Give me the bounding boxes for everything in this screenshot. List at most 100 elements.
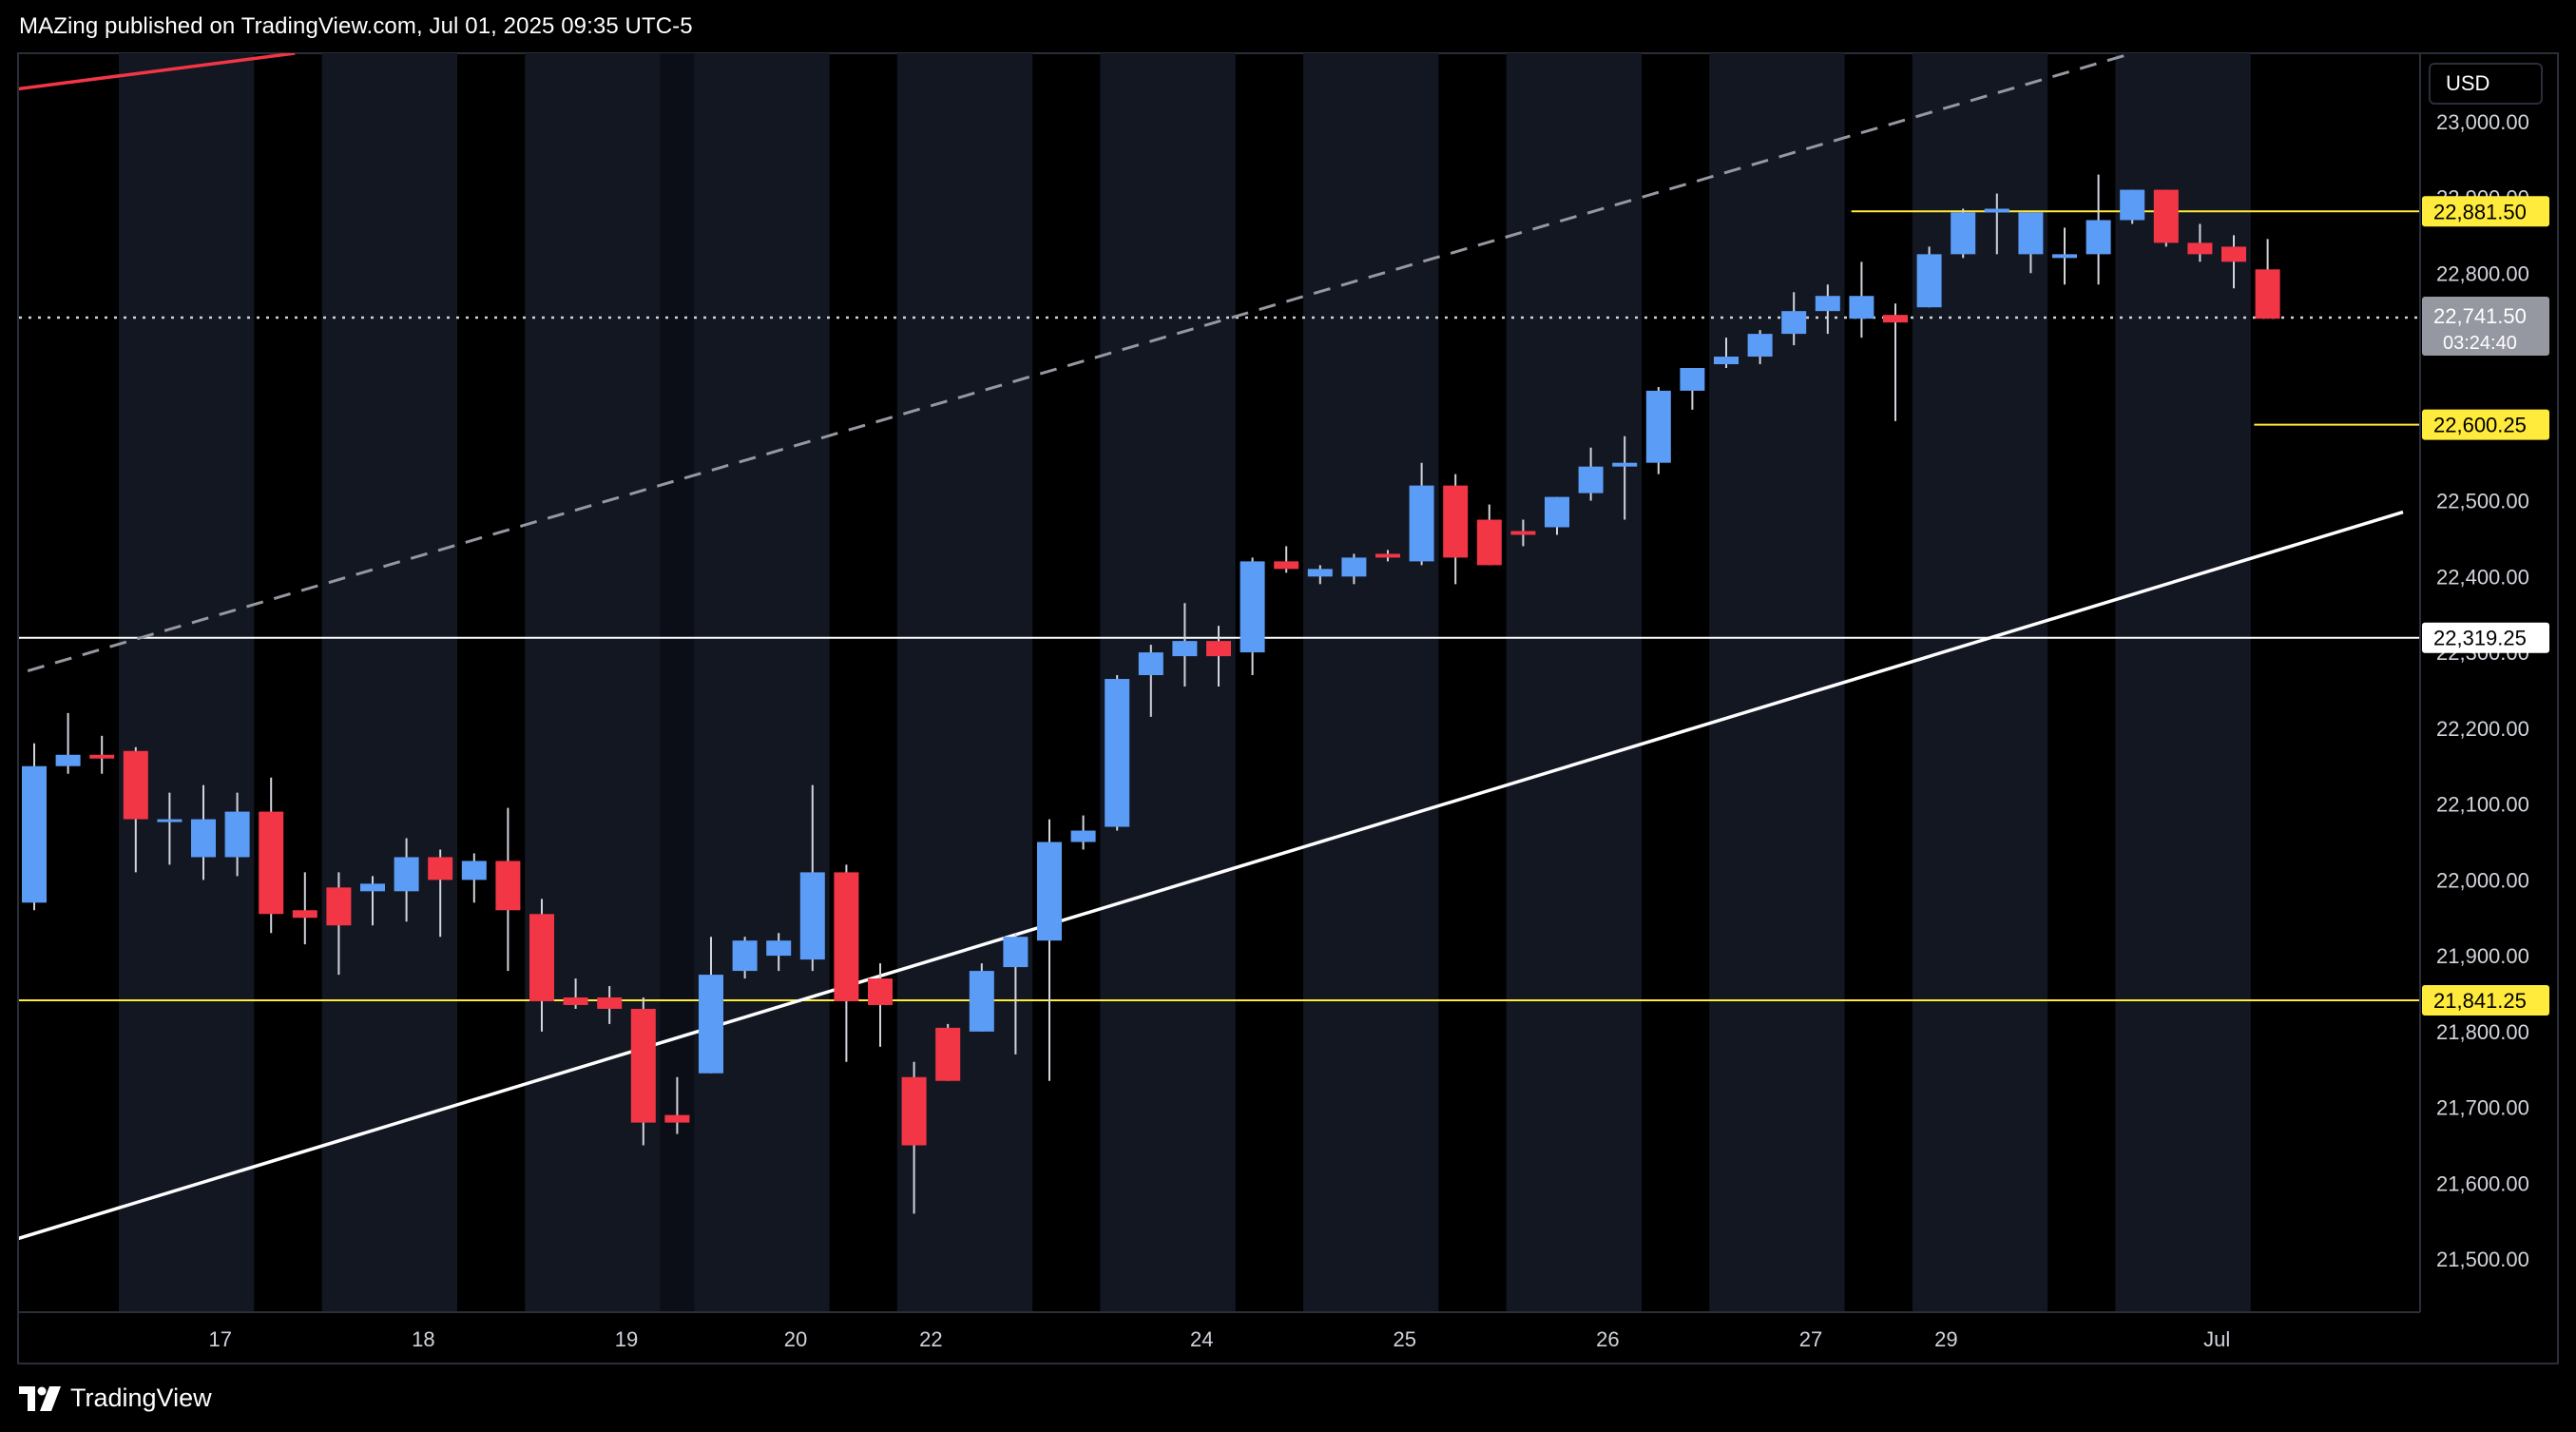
candle xyxy=(1240,557,1265,676)
currency-label: USD xyxy=(2446,71,2490,95)
publish-info-text: MAZing published on TradingView.com, Jul… xyxy=(19,13,693,39)
candle-body xyxy=(1003,937,1028,968)
candle-body xyxy=(1545,496,1569,528)
countdown-text: 03:24:40 xyxy=(2443,333,2517,354)
currency-button[interactable]: USD xyxy=(2429,63,2543,105)
time-tick-label: 24 xyxy=(1190,1327,1213,1351)
candle xyxy=(1274,546,1299,573)
candle-body xyxy=(1849,296,1874,319)
candle-body xyxy=(55,754,81,766)
price-label-box xyxy=(2422,984,2549,1016)
candle xyxy=(2153,189,2179,247)
candle xyxy=(157,792,183,865)
candle-body xyxy=(461,861,487,880)
candle xyxy=(1138,645,1163,717)
tradingview-logo[interactable]: TradingView xyxy=(19,1384,212,1413)
candle xyxy=(2086,174,2111,285)
candlestick-chart[interactable]: 23,000.0022,900.0022,800.0022,500.0022,4… xyxy=(0,0,2576,1364)
candle-body xyxy=(935,1027,961,1081)
candle-body xyxy=(1510,531,1536,535)
price-label-text: 22,319.25 xyxy=(2433,627,2527,650)
price-tick-label: 22,800.00 xyxy=(2436,261,2529,285)
session-shade xyxy=(694,53,830,1312)
candle-body xyxy=(529,914,554,1001)
candle-body xyxy=(834,872,859,1001)
candle xyxy=(1849,261,1874,339)
price-tick-label: 21,800.00 xyxy=(2436,1020,2529,1044)
candle-body xyxy=(2120,189,2145,221)
candle xyxy=(1476,504,1502,566)
candle xyxy=(224,792,250,877)
candle-body xyxy=(123,750,148,820)
candle-body xyxy=(1984,208,2009,213)
candle xyxy=(1747,330,1773,365)
candle xyxy=(1545,496,1569,535)
candle-body xyxy=(1375,553,1400,558)
price-label-21,841.25: 21,841.25 xyxy=(2422,984,2549,1016)
price-tick-label: 21,600.00 xyxy=(2436,1171,2529,1195)
last-price-box xyxy=(2422,296,2549,356)
candle xyxy=(766,933,792,972)
candle xyxy=(1307,565,1333,585)
last-price-text: 22,741.50 xyxy=(2433,304,2527,328)
candle xyxy=(428,849,453,938)
candle xyxy=(1815,284,1840,335)
candle xyxy=(935,1023,961,1081)
candle xyxy=(799,784,825,972)
footer: TradingView xyxy=(0,1364,2576,1432)
price-tick-label: 21,700.00 xyxy=(2436,1096,2529,1120)
candle-body xyxy=(1206,641,1231,657)
candle-body xyxy=(1916,254,1942,308)
price-label-box xyxy=(2422,196,2549,227)
candle-body xyxy=(1105,679,1130,827)
tradingview-logo-text: TradingView xyxy=(70,1384,212,1412)
candle xyxy=(191,784,216,880)
price-label-text: 22,600.25 xyxy=(2433,414,2527,437)
candle xyxy=(1714,338,1739,368)
session-shade xyxy=(525,53,661,1312)
support-trendline xyxy=(19,510,2404,1241)
candle xyxy=(2255,239,2280,319)
candle-body xyxy=(1409,485,1434,562)
candle xyxy=(699,937,723,1074)
candle xyxy=(901,1061,927,1214)
price-tick-label: 23,000.00 xyxy=(2436,110,2529,134)
candle-body xyxy=(2018,212,2044,255)
candle xyxy=(1409,462,1434,566)
candle xyxy=(868,963,893,1047)
candle xyxy=(1883,303,1908,421)
time-tick-label: 20 xyxy=(784,1327,807,1351)
price-label-22,881.50: 22,881.50 xyxy=(2422,196,2549,227)
candle xyxy=(495,807,521,972)
candle-body xyxy=(1747,334,1773,358)
candle xyxy=(1612,435,1638,520)
candle-body xyxy=(326,887,352,926)
candle xyxy=(2221,235,2246,289)
time-tick-label: 27 xyxy=(1799,1327,1822,1351)
candle-body xyxy=(1341,557,1367,577)
red-trendline xyxy=(19,53,296,91)
price-tick-label: 22,500.00 xyxy=(2436,490,2529,513)
candle xyxy=(326,872,352,976)
candle-body xyxy=(2221,246,2246,262)
candle-body xyxy=(428,857,453,880)
candle xyxy=(969,963,994,1032)
candle xyxy=(1984,193,2009,255)
candle-body xyxy=(969,971,994,1032)
time-tick-label: 26 xyxy=(1596,1327,1619,1351)
candle xyxy=(2018,212,2044,274)
candle-body xyxy=(2255,269,2280,319)
time-tick-label: 25 xyxy=(1394,1327,1416,1351)
candle xyxy=(1951,208,1976,259)
candle-body xyxy=(89,754,115,759)
candle-body xyxy=(630,1008,656,1123)
candle-body xyxy=(868,978,893,1005)
candle xyxy=(1070,815,1096,850)
candle xyxy=(394,838,419,922)
candle-body xyxy=(664,1114,690,1123)
time-tick-label: 19 xyxy=(615,1327,638,1351)
price-labels: 22,881.50 22,600.25 22,319.25 21,841.25 22,7… xyxy=(2422,196,2549,1016)
candle-body xyxy=(1883,315,1908,323)
price-tick-label: 21,500.00 xyxy=(2436,1248,2529,1271)
candle xyxy=(89,735,115,774)
